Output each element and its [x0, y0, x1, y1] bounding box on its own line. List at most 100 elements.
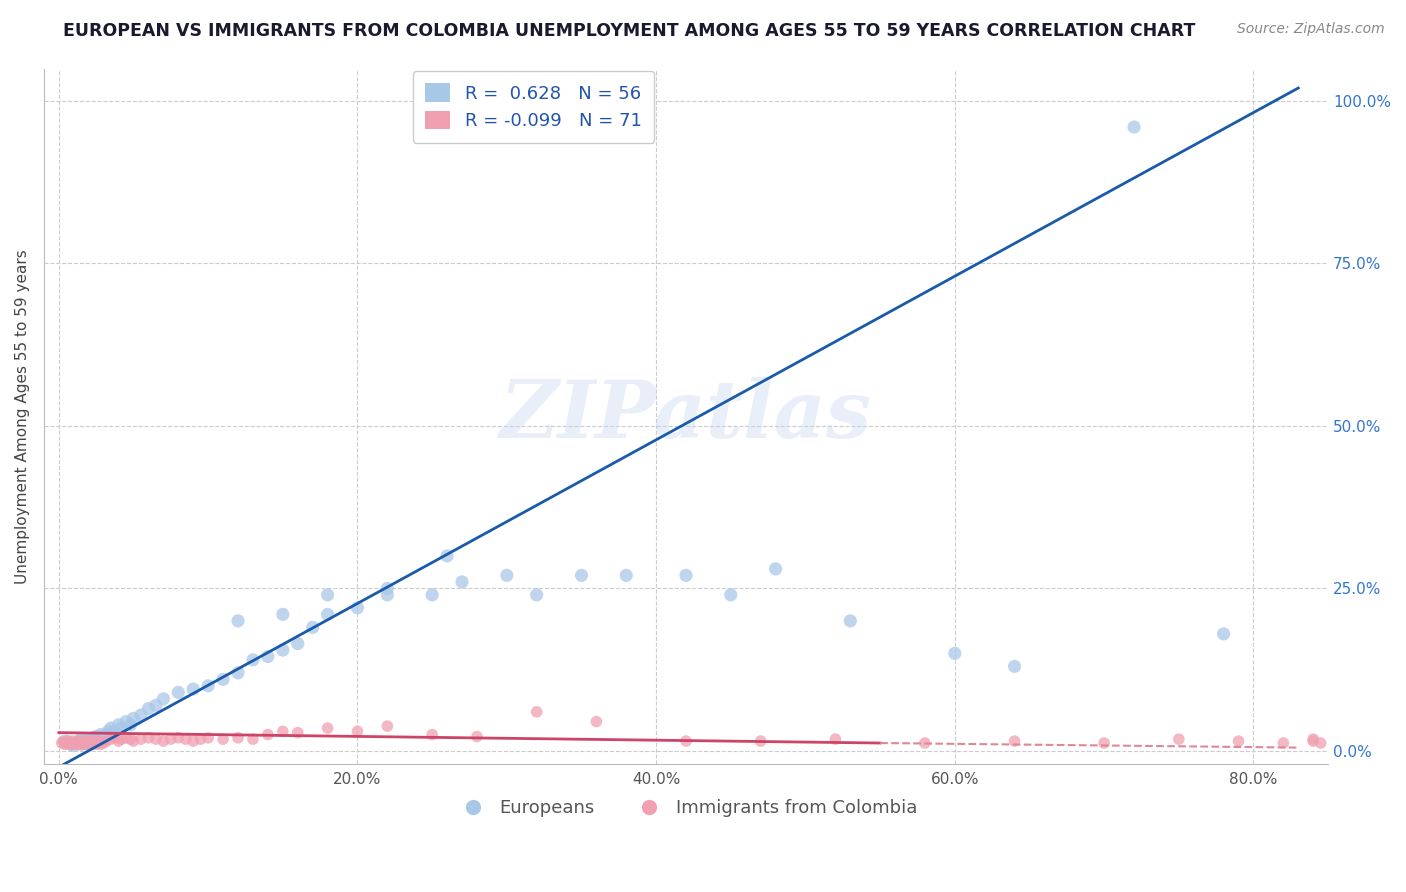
Point [77, 736, 100, 750]
Point [1227, 734, 1250, 748]
Point [465, 730, 488, 744]
Point [96, 728, 118, 742]
Point [120, 718, 142, 732]
Point [181, 682, 204, 697]
Point [107, 734, 129, 748]
Text: Source: ZipAtlas.com: Source: ZipAtlas.com [1237, 22, 1385, 37]
Point [80, 734, 103, 748]
Point [914, 736, 936, 750]
Point [89, 731, 111, 745]
Point [72, 737, 94, 751]
Point [145, 698, 167, 713]
Point [555, 120, 578, 134]
Point [190, 732, 212, 747]
Point [1302, 734, 1324, 748]
Point [242, 653, 264, 667]
Point [242, 732, 264, 747]
Point [90, 737, 112, 751]
Point [824, 732, 846, 747]
Point [55, 734, 77, 748]
Point [271, 607, 294, 622]
Point [115, 714, 138, 729]
Point [257, 649, 280, 664]
Point [77, 737, 100, 751]
Point [167, 685, 190, 699]
Point [138, 731, 160, 745]
Point [66, 734, 89, 748]
Point [212, 673, 235, 687]
Y-axis label: Unemployment Among Ages 55 to 59 years: Unemployment Among Ages 55 to 59 years [15, 249, 30, 583]
Point [73, 736, 96, 750]
Point [526, 705, 548, 719]
Point [100, 721, 122, 735]
Point [100, 732, 122, 747]
Point [110, 721, 132, 735]
Point [197, 679, 219, 693]
Point [571, 568, 593, 582]
Point [103, 725, 125, 739]
Point [59, 736, 82, 750]
Text: EUROPEAN VS IMMIGRANTS FROM COLOMBIA UNEMPLOYMENT AMONG AGES 55 TO 59 YEARS CORR: EUROPEAN VS IMMIGRANTS FROM COLOMBIA UNE… [63, 22, 1195, 40]
Point [56, 734, 79, 748]
Point [436, 549, 458, 563]
Point [375, 588, 398, 602]
Point [226, 665, 249, 680]
Point [58, 737, 80, 751]
Point [107, 718, 129, 732]
Point [59, 737, 82, 751]
Point [1004, 734, 1026, 748]
Point [80, 737, 103, 751]
Point [79, 734, 101, 748]
Point [84, 732, 107, 747]
Point [69, 736, 91, 750]
Point [66, 736, 89, 750]
Point [82, 731, 104, 745]
Point [181, 734, 204, 748]
Point [89, 734, 111, 748]
Point [765, 562, 787, 576]
Point [375, 582, 398, 596]
Point [129, 732, 152, 747]
Point [749, 734, 772, 748]
Point [73, 736, 96, 750]
Point [67, 737, 90, 751]
Point [70, 732, 93, 747]
Point [526, 588, 548, 602]
Point [75, 734, 97, 748]
Point [451, 574, 474, 589]
Point [62, 739, 84, 753]
Point [174, 732, 197, 747]
Point [51, 736, 73, 750]
Point [76, 737, 98, 751]
Point [1212, 627, 1234, 641]
Point [839, 614, 862, 628]
Point [301, 620, 323, 634]
Point [52, 734, 75, 748]
Point [77, 732, 100, 747]
Point [1272, 736, 1295, 750]
Point [93, 732, 115, 747]
Point [55, 736, 77, 750]
Point [65, 736, 87, 750]
Point [495, 568, 517, 582]
Point [316, 588, 339, 602]
Point [212, 732, 235, 747]
Point [122, 734, 145, 748]
Point [129, 708, 152, 723]
Legend: Europeans, Immigrants from Colombia: Europeans, Immigrants from Colombia [447, 792, 925, 824]
Point [159, 732, 181, 747]
Point [83, 734, 105, 748]
Point [257, 728, 280, 742]
Point [226, 731, 249, 745]
Point [67, 734, 90, 748]
Point [1302, 732, 1324, 747]
Point [1092, 736, 1115, 750]
Point [82, 736, 104, 750]
Point [375, 719, 398, 733]
Point [226, 614, 249, 628]
Point [167, 731, 190, 745]
Point [53, 737, 76, 751]
Point [1004, 659, 1026, 673]
Point [1123, 120, 1146, 134]
Point [943, 646, 966, 660]
